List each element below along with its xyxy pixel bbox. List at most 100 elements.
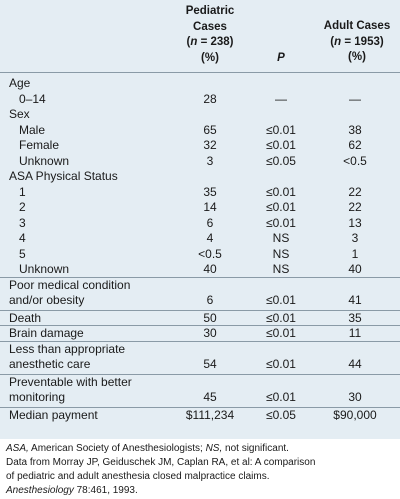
adult-value: 62 — [348, 138, 362, 152]
table-row: Male 65 ≤0.01 38 — [0, 123, 400, 139]
table-row: Unknown 3 ≤0.05 <0.5 — [0, 154, 400, 170]
adult-value: 22 — [348, 184, 362, 199]
source-line-2: of pediatric and adult anesthesia closed… — [6, 471, 270, 482]
table-row: 2 14 ≤0.01 22 — [0, 200, 400, 216]
table-row: Unknown 40 NS 40 — [0, 262, 400, 278]
row-label: 2 — [19, 200, 26, 214]
p-value: NS — [272, 246, 290, 261]
row-label: 1 — [19, 184, 26, 199]
adult-value: 11 — [348, 326, 362, 340]
comparison-table: Pediatric Cases (n = 238) (%) P Adult Ca… — [0, 0, 400, 439]
pediatric-value: 40 — [203, 262, 217, 276]
table-row: 4 4 NS 3 — [0, 231, 400, 247]
abbreviations-note: ASA, American Society of Anesthesiologis… — [6, 443, 289, 454]
row-label: Sex — [9, 107, 30, 121]
pediatric-value: 28 — [203, 91, 217, 106]
adult-value: 41 — [348, 293, 362, 307]
row-label: 4 — [19, 231, 26, 245]
pediatric-header-line1: Pediatric — [185, 5, 235, 17]
pediatric-value: 14 — [203, 200, 217, 214]
source-line-1: Data from Morray JP, Geiduschek JM, Capl… — [6, 457, 316, 468]
row-divider — [0, 340, 400, 342]
table-row: Female 32 ≤0.01 62 — [0, 138, 400, 154]
row-label: Brain damage — [9, 326, 84, 340]
adult-value: — — [349, 91, 361, 106]
table-row: 1 35 ≤0.01 22 — [0, 185, 400, 201]
pediatric-value: 45 — [203, 390, 217, 404]
pediatric-value: 65 — [203, 122, 217, 137]
header-divider — [0, 72, 400, 73]
pediatric-value: 35 — [203, 184, 217, 199]
row-divider — [0, 373, 400, 375]
table-row: Poor medical condition and/or obesity 6 ≤0.… — [0, 278, 400, 309]
table-row: 0–14 28 — — — [0, 92, 400, 108]
row-label: Age — [9, 76, 31, 90]
adult-value: 44 — [348, 357, 362, 371]
table-row: 5 <0.5 NS 1 — [0, 247, 400, 263]
p-value: ≤0.01 — [266, 390, 296, 404]
p-value: ≤0.01 — [266, 138, 296, 152]
p-value: ≤0.01 — [266, 357, 296, 371]
pediatric-value: 50 — [203, 310, 217, 325]
row-label: Male — [19, 122, 46, 137]
row-divider — [0, 406, 400, 408]
pediatric-value: 6 — [206, 215, 214, 230]
row-label: Preventable with better monitoring — [9, 374, 132, 405]
table-row: Sex — [0, 107, 400, 123]
pediatric-value: 54 — [203, 357, 217, 371]
pediatric-value: 6 — [206, 293, 214, 307]
p-value: ≤0.05 — [266, 153, 296, 168]
row-label: 3 — [19, 215, 26, 230]
adult-header: Adult Cases (n = 1953) (%) — [317, 19, 397, 66]
adult-value: $90,000 — [333, 407, 377, 422]
p-value: NS — [272, 262, 290, 276]
p-value: ≤0.01 — [266, 200, 296, 214]
pediatric-value: $111,234 — [185, 407, 235, 422]
p-value: ≤0.01 — [266, 122, 296, 137]
pediatric-header: Pediatric Cases (n = 238) (%) — [176, 4, 244, 66]
table-row: 3 6 ≤0.01 13 — [0, 216, 400, 232]
adult-value: 1 — [351, 246, 359, 261]
p-value: ≤0.01 — [266, 310, 296, 325]
row-label: Female — [19, 138, 60, 152]
adult-value: 40 — [348, 262, 362, 276]
table-footnote: ASA, American Society of Anesthesiologis… — [6, 442, 396, 498]
table-row: ASA Physical Status — [0, 169, 400, 185]
adult-value: 22 — [348, 200, 362, 214]
p-value: ≤0.01 — [266, 184, 296, 199]
adult-value: <0.5 — [343, 153, 367, 168]
row-divider — [0, 325, 400, 326]
pediatric-header-n: (n = 238) — [186, 36, 234, 48]
adult-value: 3 — [351, 231, 359, 245]
adult-header-line1: Adult Cases — [323, 20, 391, 32]
table-row: Brain damage 30 ≤0.01 11 — [0, 326, 400, 342]
adult-value: 30 — [348, 390, 362, 404]
pediatric-value: 3 — [206, 153, 214, 168]
row-label: Poor medical condition and/or obesity — [9, 277, 131, 308]
adult-value: 38 — [348, 122, 362, 137]
table-row: Preventable with better monitoring 45 ≤0.01… — [0, 375, 400, 406]
pediatric-value: 4 — [206, 231, 214, 245]
adult-value: 35 — [348, 310, 362, 325]
p-value: ≤0.01 — [266, 326, 296, 340]
p-value: ≤0.05 — [266, 407, 296, 422]
p-value: — — [275, 91, 287, 106]
p-value: ≤0.01 — [266, 215, 296, 230]
pediatric-header-line2: Cases — [193, 20, 227, 33]
adult-header-unit: (%) — [348, 51, 366, 63]
pediatric-header-unit: (%) — [201, 51, 219, 64]
p-value: ≤0.01 — [266, 293, 296, 307]
table-row: Age — [0, 76, 400, 92]
adult-header-n: (n = 1953) — [330, 35, 384, 48]
p-value: NS — [272, 231, 290, 245]
pediatric-value: <0.5 — [198, 246, 222, 261]
adult-value: 13 — [348, 215, 362, 230]
citation-line: Anesthesiology 78:461, 1993. — [6, 485, 138, 496]
row-label: Median payment — [9, 407, 98, 422]
row-label: Death — [9, 310, 42, 325]
p-value-header: P — [277, 52, 285, 64]
table-row: Less than appropriate anesthetic care 54 ≤0… — [0, 342, 400, 373]
row-label: Less than appropriate anesthetic care — [9, 341, 126, 372]
pediatric-value: 32 — [203, 138, 217, 152]
pediatric-value: 30 — [203, 326, 217, 340]
